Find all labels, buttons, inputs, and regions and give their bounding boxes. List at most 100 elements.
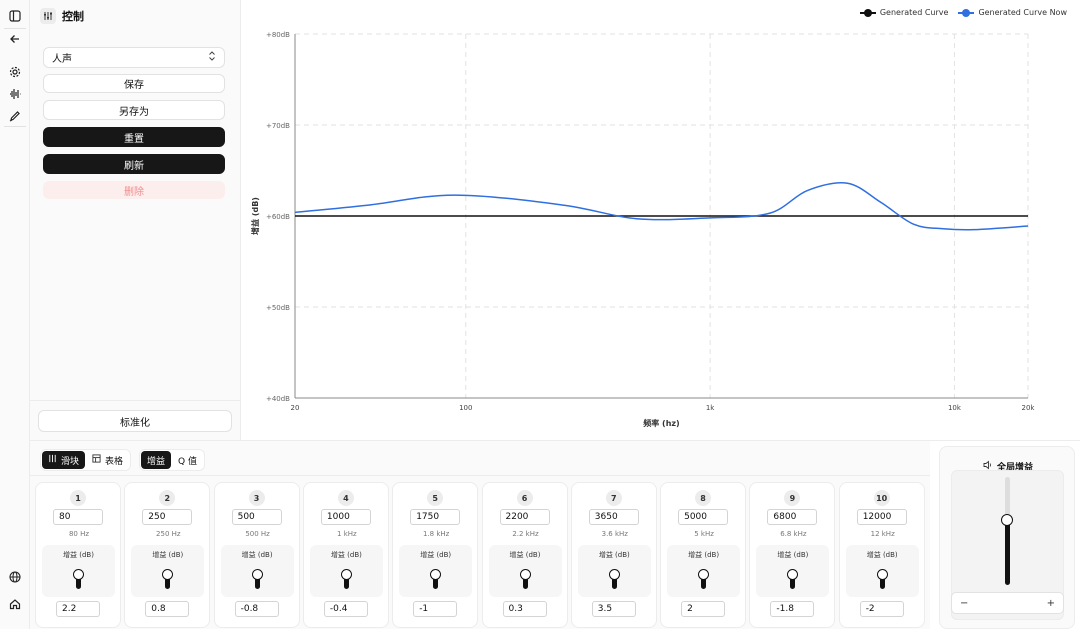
panel-divider <box>30 400 241 401</box>
band-gain-knob[interactable] <box>519 569 531 590</box>
band-frequency-input[interactable]: 250 <box>142 509 193 525</box>
band-gain-knob[interactable] <box>162 569 174 590</box>
band-number: 3 <box>248 490 265 506</box>
band-gain-input[interactable]: -0.8 <box>234 601 279 617</box>
band-gain-label: 增益 (dB) <box>241 551 273 559</box>
band-gain-knob[interactable] <box>876 569 888 590</box>
back-arrow-icon[interactable] <box>7 31 23 47</box>
preset-value: 人声 <box>52 54 72 65</box>
band-frequency-input[interactable]: 3650 <box>588 509 639 525</box>
settings-icon[interactable] <box>7 64 23 80</box>
band-gain-input[interactable]: 0.8 <box>145 601 190 617</box>
band-gain-input[interactable]: -2 <box>859 601 904 617</box>
band-gain-label: 增益 (dB) <box>688 551 720 559</box>
band-controls: 滑块 表格 增益 Q 值 1 80 80 Hz 增益 (dB) 2.2 2 250 250 H… <box>30 441 930 629</box>
band-gain-label: 增益 (dB) <box>509 551 541 559</box>
home-icon[interactable] <box>7 596 23 612</box>
chevron-updown-icon <box>208 51 216 64</box>
delete-button[interactable]: 删除 <box>43 181 225 199</box>
mode-q-tab[interactable]: Q 值 <box>178 456 197 467</box>
band-gain-input[interactable]: 2.2 <box>56 601 100 617</box>
x-tick-label: 1k <box>706 404 715 412</box>
band-gain-knob[interactable] <box>340 569 352 590</box>
band-gain-box: 增益 (dB) <box>131 545 205 597</box>
band-frequency-label: 2.2 kHz <box>512 530 539 538</box>
band-card: 2 250 250 Hz 增益 (dB) 0.8 <box>124 482 211 628</box>
legend-label-generated: Generated Curve <box>879 8 949 17</box>
x-tick-label: 20k <box>1022 404 1036 412</box>
band-number: 1 <box>70 490 86 506</box>
band-number: 5 <box>427 490 444 506</box>
plus-icon[interactable]: + <box>1046 597 1055 609</box>
band-gain-knob[interactable] <box>251 569 263 590</box>
sliders-icon <box>48 454 57 466</box>
pen-icon[interactable] <box>7 108 23 124</box>
band-frequency-input[interactable]: 6800 <box>767 509 818 525</box>
band-frequency-label: 12 kHz <box>870 530 895 538</box>
save-button[interactable]: 保存 <box>43 74 225 93</box>
icon-rail <box>0 0 30 629</box>
band-frequency-input[interactable]: 1750 <box>410 509 461 525</box>
band-gain-knob[interactable] <box>73 569 84 590</box>
band-frequency-input[interactable]: 1000 <box>320 509 371 525</box>
band-number: 2 <box>159 490 176 506</box>
refresh-button[interactable]: 刷新 <box>43 154 225 174</box>
global-gain-thumb[interactable] <box>1001 514 1013 527</box>
audio-wave-icon[interactable] <box>7 86 23 102</box>
band-gain-input[interactable]: -1 <box>413 601 458 617</box>
band-gain-input[interactable]: -1.8 <box>770 601 815 617</box>
band-frequency-input[interactable]: 5000 <box>678 509 729 525</box>
band-gain-input[interactable]: 0.3 <box>502 601 547 617</box>
sidebar-toggle-icon[interactable] <box>7 8 23 24</box>
band-gain-label: 增益 (dB) <box>152 551 184 559</box>
chart-legend: Generated Curve Generated Curve Now <box>859 8 1067 17</box>
control-panel: 控制 人声 保存 另存为 重置 刷新 删除 标准化 <box>30 0 241 440</box>
reset-button[interactable]: 重置 <box>43 127 225 147</box>
band-number: 6 <box>516 490 533 506</box>
band-frequency-label: 1 kHz <box>337 530 357 538</box>
view-slider-tab[interactable]: 滑块 <box>42 451 86 469</box>
band-gain-label: 增益 (dB) <box>598 551 630 559</box>
band-gain-knob[interactable] <box>608 569 620 590</box>
band-gain-input[interactable]: 3.5 <box>591 601 636 617</box>
mode-gain-tab[interactable]: 增益 <box>141 451 172 469</box>
band-number: 7 <box>605 490 622 506</box>
band-gain-label: 增益 (dB) <box>866 551 898 559</box>
mode-toggle-group: 增益 Q 值 <box>139 449 205 471</box>
band-card: 7 3650 3.6 kHz 增益 (dB) 3.5 <box>570 482 657 628</box>
band-frequency-input[interactable]: 12000 <box>856 509 907 525</box>
view-table-tab[interactable]: 表格 <box>86 451 129 469</box>
global-gain-panel: 全局增益 − + <box>939 446 1075 629</box>
band-gain-knob[interactable] <box>787 569 799 590</box>
band-gain-label: 增益 (dB) <box>63 551 94 559</box>
band-gain-box: 增益 (dB) <box>488 545 562 597</box>
band-frequency-input[interactable]: 500 <box>231 509 282 525</box>
view-toggles: 滑块 表格 增益 Q 值 <box>40 449 205 471</box>
band-number: 10 <box>873 490 890 506</box>
band-gain-box: 增益 (dB) <box>577 545 651 597</box>
bands-divider <box>30 475 930 476</box>
y-tick-label: +50dB <box>266 304 290 312</box>
band-card: 5 1750 1.8 kHz 增益 (dB) -1 <box>392 482 479 628</box>
normalize-button[interactable]: 标准化 <box>38 410 232 432</box>
band-gain-knob[interactable] <box>698 569 710 590</box>
save-as-button[interactable]: 另存为 <box>43 100 225 120</box>
band-gain-box: 增益 (dB) <box>399 545 473 597</box>
band-frequency-input[interactable]: 80 <box>53 509 103 525</box>
preset-select[interactable]: 人声 <box>43 47 225 68</box>
band-frequency-input[interactable]: 2200 <box>499 509 550 525</box>
legend-item-generated[interactable]: Generated Curve <box>859 8 949 17</box>
globe-icon[interactable] <box>7 569 23 585</box>
legend-item-generated-now[interactable]: Generated Curve Now <box>958 8 1067 17</box>
band-gain-box: 增益 (dB) <box>756 545 830 597</box>
band-gain-input[interactable]: 2 <box>681 601 726 617</box>
band-gain-input[interactable]: -0.4 <box>323 601 368 617</box>
legend-label-generated-now: Generated Curve Now <box>978 8 1067 17</box>
band-frequency-label: 500 Hz <box>245 530 270 538</box>
chart-svg: +40dB +50dB +60dB +70dB +80dB 20 100 1k 10k 20k 频率… <box>250 31 1036 428</box>
minus-icon[interactable]: − <box>960 597 969 609</box>
speaker-icon <box>983 460 993 473</box>
band-gain-knob[interactable] <box>430 569 442 590</box>
band-card: 4 1000 1 kHz 增益 (dB) -0.4 <box>302 482 389 628</box>
